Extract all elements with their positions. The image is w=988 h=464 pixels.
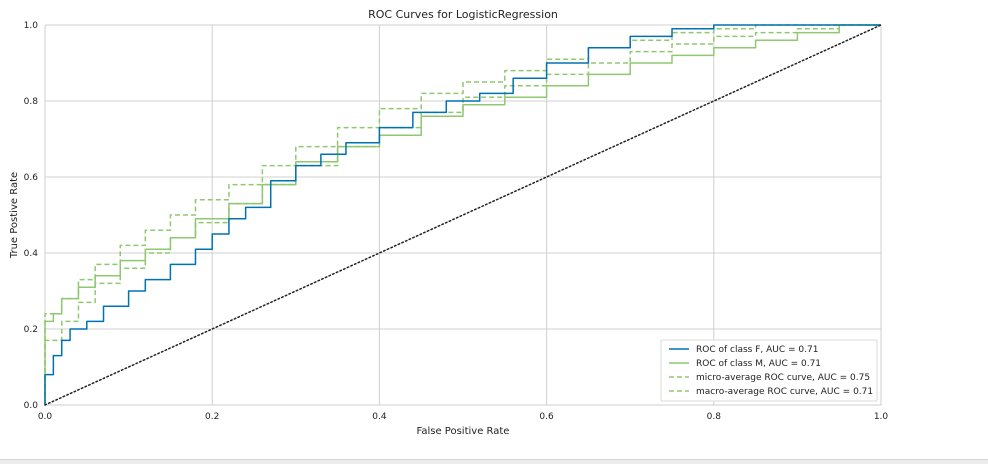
y-tick-label: 0.8 (24, 97, 39, 107)
series-layer (44, 24, 882, 406)
y-tick-label: 0.0 (24, 401, 39, 411)
x-tick-label: 0.6 (539, 412, 554, 422)
x-tick-label: 0.2 (205, 412, 219, 422)
y-tick-label: 0.4 (24, 249, 39, 259)
y-tick-label: 0.6 (24, 173, 39, 183)
x-tick-label: 0.0 (38, 412, 53, 422)
x-tick-labels: 0.0 0.2 0.4 0.6 0.8 1.0 (38, 412, 889, 422)
bottom-window-edge (0, 459, 988, 464)
y-axis-label: True Postive Rate (9, 172, 20, 259)
y-tick-labels: 0.0 0.2 0.4 0.6 0.8 1.0 (24, 21, 39, 411)
y-tick-label: 1.0 (24, 21, 39, 31)
x-tick-label: 0.8 (707, 412, 722, 422)
legend-label: micro-average ROC curve, AUC = 0.75 (696, 373, 870, 383)
legend-label: macro-average ROC curve, AUC = 0.71 (696, 387, 873, 397)
y-tick-label: 0.2 (24, 325, 38, 335)
chance-diagonal-line (44, 24, 882, 406)
legend-frame (660, 339, 878, 402)
micro-average-roc-line (44, 24, 881, 405)
legend: ROC of class F, AUC = 0.71 ROC of class M… (660, 339, 878, 402)
legend-items: ROC of class F, AUC = 0.71 ROC of class M… (669, 345, 873, 397)
roc-class-f-line (44, 24, 881, 405)
legend-label: ROC of class M, AUC = 0.71 (696, 359, 821, 369)
x-axis-label: False Positive Rate (417, 426, 510, 437)
x-tick-label: 0.4 (372, 412, 387, 422)
x-tick-label: 1.0 (874, 412, 889, 422)
legend-label: ROC of class F, AUC = 0.71 (696, 345, 818, 355)
chart-title: ROC Curves for LogisticRegression (368, 8, 558, 21)
